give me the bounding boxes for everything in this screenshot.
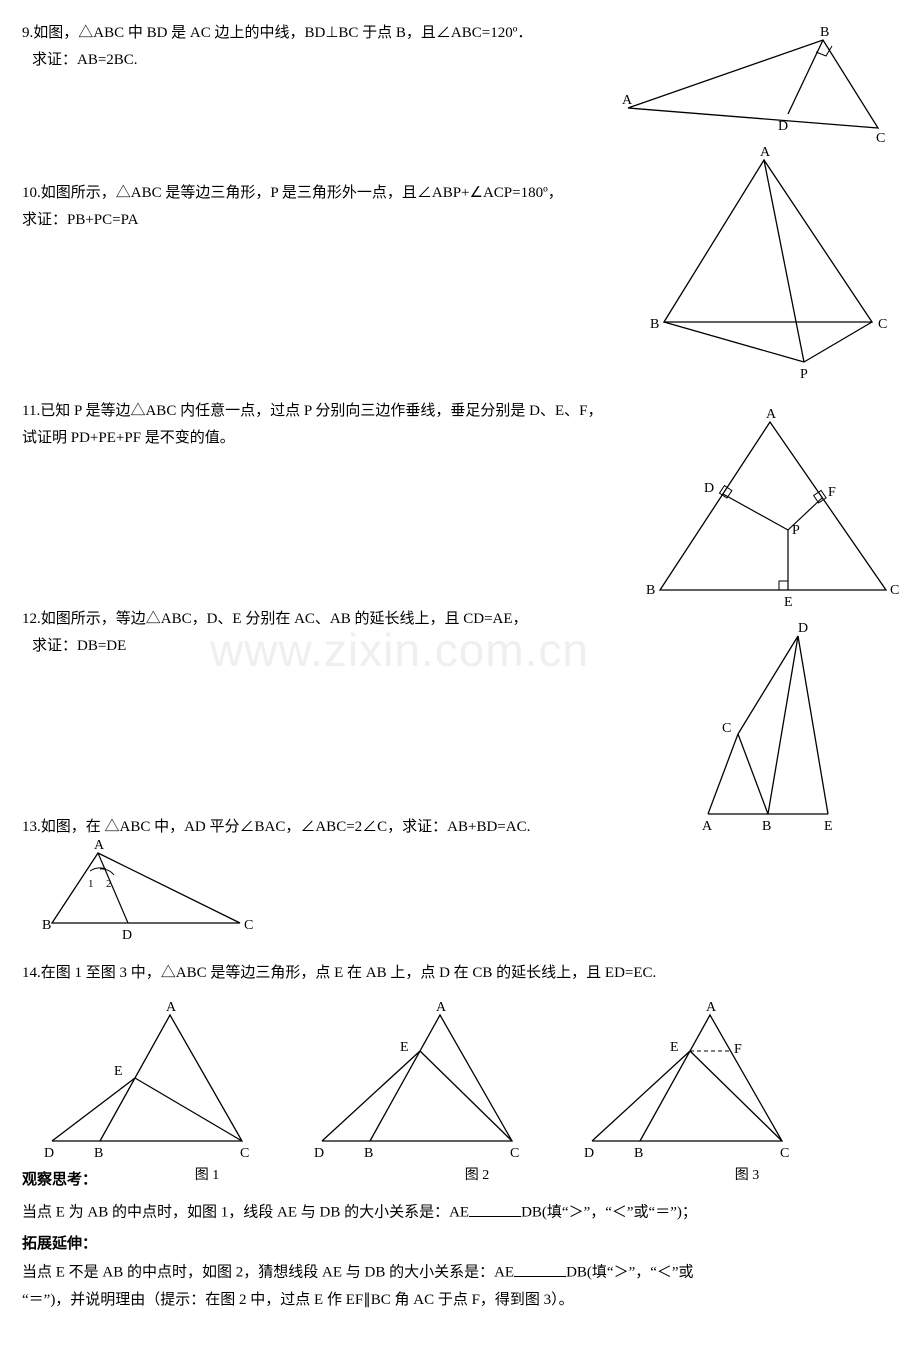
svg-text:B: B	[634, 1146, 643, 1161]
lbl-C: C	[878, 317, 887, 332]
figure-14-row: A E D B C A E D B C A E F D	[42, 1003, 898, 1163]
p14-ext-line: 当点 E 不是 AB 的中点时，如图 2，猜想线段 AE 与 DB 的大小关系是…	[22, 1260, 898, 1285]
p14-ext-line2: “＝”)，并说明理由（提示：在图 2 中，过点 E 作 EF∥BC 角 AC 于…	[22, 1289, 898, 1312]
svg-text:D: D	[314, 1146, 324, 1161]
svg-text:A: A	[706, 1000, 717, 1015]
figure-10: A B C P	[644, 152, 904, 390]
lbl-B: B	[646, 583, 655, 598]
lbl-P: P	[800, 367, 808, 382]
caption-1: 图 1	[92, 1165, 322, 1187]
caption-3: 图 3	[632, 1165, 862, 1187]
lbl-B: B	[820, 25, 829, 40]
page-content: 9.如图，△ABC 中 BD 是 AC 边上的中线，BD⊥BC 于点 B，且∠A…	[22, 22, 898, 1312]
p13-line1: 13.如图，在 △ABC 中，AD 平分∠BAC，∠ABC=2∠C，求证：AB+…	[22, 816, 898, 839]
figure-11: A B C D F P E	[648, 412, 908, 620]
p14-line1: 14.在图 1 至图 3 中，△ABC 是等边三角形，点 E 在 AB 上，点 …	[22, 962, 898, 985]
blank-2[interactable]	[514, 1260, 566, 1277]
figure-14-1: A E D B C	[42, 1003, 272, 1163]
lbl-B: B	[650, 317, 659, 332]
problem-11: 11.已知 P 是等边△ABC 内任意一点，过点 P 分别向三边作垂线，垂足分别…	[22, 400, 898, 600]
svg-text:E: E	[400, 1040, 409, 1055]
svg-text:C: C	[510, 1146, 519, 1161]
blank-1[interactable]	[469, 1200, 521, 1217]
svg-text:B: B	[364, 1146, 373, 1161]
figure-14-2: A E D B C	[312, 1003, 542, 1163]
figure-13: A B C D 1 2	[40, 845, 898, 953]
svg-text:A: A	[166, 1000, 177, 1015]
lbl-2: 2	[106, 878, 112, 890]
p14-obs-line: 当点 E 为 AB 的中点时，如图 1，线段 AE 与 DB 的大小关系是：AE…	[22, 1200, 898, 1225]
lbl-A: A	[622, 93, 633, 108]
svg-text:F: F	[734, 1042, 742, 1057]
problem-9: 9.如图，△ABC 中 BD 是 AC 边上的中线，BD⊥BC 于点 B，且∠A…	[22, 22, 898, 132]
svg-text:E: E	[670, 1040, 679, 1055]
lbl-C: C	[722, 721, 731, 736]
svg-text:D: D	[44, 1146, 54, 1161]
lbl-P: P	[792, 523, 800, 538]
svg-text:D: D	[584, 1146, 594, 1161]
problem-10: 10.如图所示，△ABC 是等边三角形，P 是三角形外一点，且∠ABP+∠ACP…	[22, 182, 898, 392]
lbl-B: B	[42, 918, 51, 933]
problem-14: 14.在图 1 至图 3 中，△ABC 是等边三角形，点 E 在 AB 上，点 …	[22, 962, 898, 1313]
problem-13: 13.如图，在 △ABC 中，AD 平分∠BAC，∠ABC=2∠C，求证：AB+…	[22, 816, 898, 954]
lbl-D: D	[778, 119, 788, 134]
figure-9: A B C D	[618, 22, 898, 140]
svg-text:E: E	[114, 1064, 123, 1079]
lbl-D: D	[798, 621, 808, 636]
lbl-F: F	[828, 485, 836, 500]
figure-14-3: A E F D B C	[582, 1003, 812, 1163]
svg-text:B: B	[94, 1146, 103, 1161]
lbl-D: D	[122, 928, 132, 943]
lbl-C: C	[876, 131, 885, 146]
lbl-1: 1	[88, 878, 94, 890]
caption-2: 图 2	[362, 1165, 592, 1187]
lbl-D: D	[704, 481, 714, 496]
lbl-C: C	[244, 918, 253, 933]
lbl-C: C	[890, 583, 899, 598]
svg-text:A: A	[436, 1000, 447, 1015]
p14-ext-title: 拓展延伸：	[22, 1233, 898, 1256]
svg-text:C: C	[240, 1146, 249, 1161]
figure-12: A B E C D	[688, 626, 878, 844]
svg-text:C: C	[780, 1146, 789, 1161]
lbl-A: A	[760, 145, 771, 160]
p14-obs-title: 观察思考：	[22, 1169, 97, 1192]
problem-12: 12.如图所示，等边△ABC，D、E 分别在 AC、AB 的延长线上，且 CD=…	[22, 608, 898, 808]
lbl-A: A	[766, 407, 777, 422]
lbl-A: A	[94, 838, 105, 853]
